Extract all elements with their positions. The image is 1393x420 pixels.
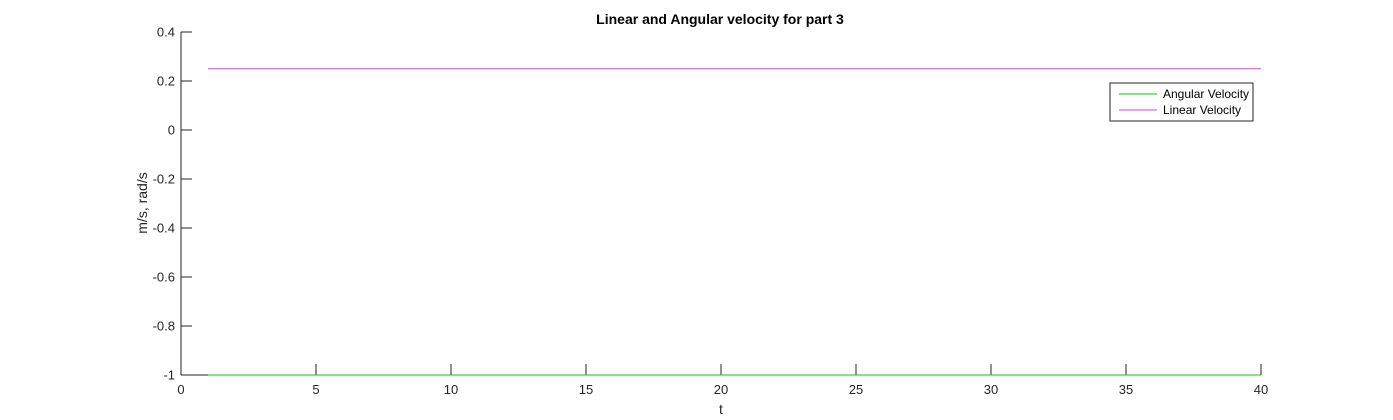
x-tick-label: 0 <box>177 382 184 397</box>
y-tick-label: 0 <box>168 123 175 138</box>
y-tick-label: 0.2 <box>157 74 175 89</box>
y-tick-label: -0.8 <box>153 319 175 334</box>
y-axis-label: m/s, rad/s <box>134 172 150 233</box>
x-tick-label: 10 <box>444 382 458 397</box>
x-axis-label: t <box>719 401 723 417</box>
series-lines <box>208 68 1261 376</box>
x-tick-label: 30 <box>984 382 998 397</box>
x-tick-label: 25 <box>849 382 863 397</box>
y-tick-label: -1 <box>163 368 175 383</box>
x-tick-label: 20 <box>714 382 728 397</box>
chart-title: Linear and Angular velocity for part 3 <box>596 11 844 27</box>
y-tick-label: -0.6 <box>153 270 175 285</box>
y-tick-label: -0.2 <box>153 172 175 187</box>
legend-box <box>1109 82 1254 122</box>
x-tick-label: 5 <box>312 382 319 397</box>
legend-label: Linear Velocity <box>1163 103 1241 117</box>
x-tick-label: 40 <box>1254 382 1268 397</box>
x-tick-label: 15 <box>579 382 593 397</box>
legend-label: Angular Velocity <box>1163 87 1249 101</box>
axes: 0 5 10 15 20 25 30 35 40 0.4 0.2 0 -0.2 -0.4 -0.6 -0.8 -… <box>153 25 1269 398</box>
legend: Angular Velocity Linear Velocity <box>1109 82 1254 122</box>
y-tick-label: -0.4 <box>153 221 175 236</box>
y-tick-label: 0.4 <box>157 25 175 40</box>
x-tick-label: 35 <box>1119 382 1133 397</box>
